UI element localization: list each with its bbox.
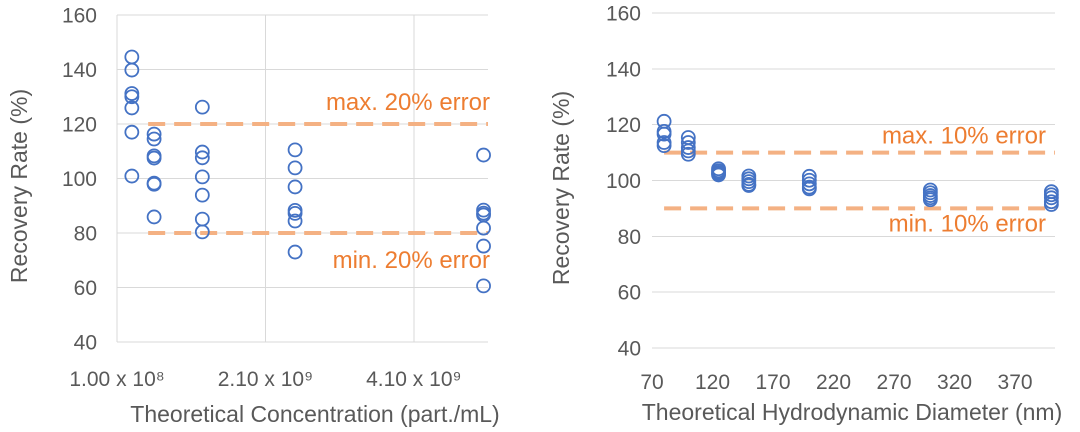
x-tick-label: 4.10 x 10⁹ <box>366 368 461 391</box>
data-point <box>124 62 140 78</box>
error-bands: max. 20% error min. 20% error <box>148 89 490 274</box>
data-point <box>194 211 210 227</box>
concentration-chart: max. 20% error min. 20% error 40 60 80 100 12… <box>6 5 500 428</box>
data-point <box>146 126 162 142</box>
tick-labels: 40 60 80 100 120 140 160 1.00 x 10⁸ 2.10 x 10⁹ 4.… <box>62 5 462 392</box>
y-axis-title: Recovery Rate (%) <box>548 91 574 285</box>
error-bands: max. 10% error min. 10% error <box>664 123 1055 237</box>
y-tick-label: 160 <box>606 3 641 26</box>
data-point <box>194 150 210 166</box>
y-tick-label: 40 <box>618 338 641 361</box>
data-point <box>194 169 210 185</box>
y-tick-label: 80 <box>618 226 641 249</box>
gridlines <box>116 14 488 343</box>
data-point <box>656 138 672 154</box>
error-label-upper: max. 10% error <box>882 123 1046 150</box>
x-axis-title: Theoretical Concentration (part./mL) <box>130 401 499 427</box>
data-point <box>476 147 491 163</box>
data-point <box>194 144 210 160</box>
data-point <box>124 168 140 184</box>
tick-labels: 40 60 80 100 120 140 160 70 120 170 220 270 320 370 <box>606 3 1033 395</box>
y-tick-label: 60 <box>618 282 641 305</box>
x-tick-label: 2.10 x 10⁹ <box>218 368 313 391</box>
x-tick-label: 270 <box>877 371 912 394</box>
data-point <box>476 220 491 236</box>
data-point <box>922 192 938 208</box>
data-points <box>656 113 1059 212</box>
data-point <box>194 224 210 240</box>
data-point <box>680 146 696 162</box>
data-point <box>711 167 726 183</box>
data-point <box>287 244 303 260</box>
data-point <box>124 124 140 140</box>
gridlines <box>652 12 1055 349</box>
data-point <box>476 238 491 254</box>
data-point <box>146 176 162 192</box>
y-tick-label: 80 <box>74 223 97 246</box>
data-point <box>656 126 672 142</box>
y-tick-label: 100 <box>62 168 97 191</box>
x-tick-label: 220 <box>816 371 851 394</box>
error-label-lower: min. 20% error <box>333 247 490 274</box>
data-point <box>287 179 303 195</box>
data-point <box>124 49 140 65</box>
data-point <box>146 131 162 147</box>
error-label-lower: min. 10% error <box>889 210 1046 237</box>
data-point <box>1043 197 1059 212</box>
x-tick-label: 170 <box>755 371 790 394</box>
y-tick-label: 100 <box>606 170 641 193</box>
x-tick-label: 70 <box>640 371 663 394</box>
error-label-upper: max. 20% error <box>326 89 490 116</box>
y-tick-label: 160 <box>62 5 97 28</box>
x-axis-title: Theoretical Hydrodynamic Diameter (nm) <box>642 399 1063 425</box>
y-tick-label: 140 <box>606 58 641 81</box>
data-point <box>194 99 210 115</box>
y-tick-label: 120 <box>606 114 641 137</box>
y-tick-label: 120 <box>62 114 97 137</box>
x-tick-label: 120 <box>695 371 730 394</box>
data-point <box>124 100 140 116</box>
data-point <box>194 187 210 203</box>
data-point <box>124 89 140 105</box>
data-point <box>801 181 817 197</box>
y-tick-label: 140 <box>62 59 97 82</box>
y-axis-title: Recovery Rate (%) <box>6 89 32 283</box>
x-tick-label: 370 <box>998 371 1033 394</box>
data-point <box>1043 190 1059 206</box>
data-point <box>741 178 757 193</box>
data-point <box>287 213 303 229</box>
data-point <box>287 142 303 158</box>
data-point <box>680 135 696 150</box>
data-point <box>801 172 817 188</box>
data-point <box>287 160 303 176</box>
data-point <box>476 278 491 294</box>
y-tick-label: 60 <box>74 277 97 300</box>
diameter-chart: max. 10% error min. 10% error 40 60 80 100 12… <box>548 3 1062 426</box>
y-tick-label: 40 <box>74 332 97 355</box>
data-point <box>287 205 303 221</box>
data-point <box>146 209 162 225</box>
x-tick-label: 320 <box>937 371 972 394</box>
data-points <box>124 49 491 294</box>
data-point <box>146 150 162 166</box>
x-tick-label: 1.00 x 10⁸ <box>69 368 164 391</box>
